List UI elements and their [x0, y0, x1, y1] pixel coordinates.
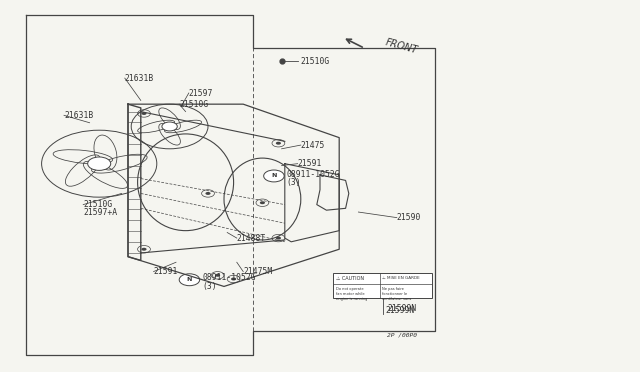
- Text: 21590: 21590: [397, 213, 421, 222]
- Text: 21591: 21591: [298, 159, 322, 168]
- Circle shape: [276, 237, 281, 240]
- Circle shape: [264, 170, 284, 182]
- Text: 21599N: 21599N: [386, 306, 415, 315]
- Text: ⚠ CAUTION: ⚠ CAUTION: [336, 276, 364, 280]
- Text: 21475M: 21475M: [243, 267, 273, 276]
- Text: N: N: [187, 277, 192, 282]
- Text: 21510G: 21510G: [83, 200, 113, 209]
- Text: 21510G: 21510G: [301, 57, 330, 66]
- Text: 21597+A: 21597+A: [83, 208, 117, 217]
- Text: (3): (3): [287, 178, 301, 187]
- Circle shape: [179, 274, 200, 286]
- Circle shape: [205, 192, 211, 195]
- Text: 21510G: 21510G: [179, 100, 209, 109]
- Circle shape: [141, 248, 147, 251]
- Text: (3): (3): [202, 282, 217, 291]
- Circle shape: [215, 274, 220, 277]
- Text: 21599N: 21599N: [387, 304, 417, 312]
- Text: 21631B: 21631B: [64, 111, 93, 120]
- Circle shape: [162, 122, 177, 131]
- Circle shape: [276, 142, 281, 145]
- Text: 08911-1052G: 08911-1052G: [287, 170, 340, 179]
- Text: FRONT: FRONT: [384, 37, 419, 56]
- Text: 21475: 21475: [301, 141, 325, 150]
- Circle shape: [231, 278, 236, 280]
- Bar: [333, 273, 432, 298]
- Text: N: N: [271, 173, 276, 179]
- Circle shape: [141, 112, 147, 115]
- Circle shape: [88, 157, 111, 170]
- Text: 08911-1052G: 08911-1052G: [202, 273, 256, 282]
- Text: ⚠ MISE EN GARDE: ⚠ MISE EN GARDE: [383, 276, 420, 280]
- Text: Ne pas faire
fonctionner le
ventilateur sans: Ne pas faire fonctionner le ventilateur …: [383, 287, 412, 301]
- Text: 21591: 21591: [154, 267, 178, 276]
- Text: 2P /00P0: 2P /00P0: [387, 333, 417, 338]
- Text: 21488T: 21488T: [237, 234, 266, 243]
- Circle shape: [260, 201, 265, 204]
- Text: Do not operate
fan motor while
engine is running: Do not operate fan motor while engine is…: [336, 287, 367, 301]
- Text: 21631B: 21631B: [125, 74, 154, 83]
- Text: 21597: 21597: [189, 89, 213, 97]
